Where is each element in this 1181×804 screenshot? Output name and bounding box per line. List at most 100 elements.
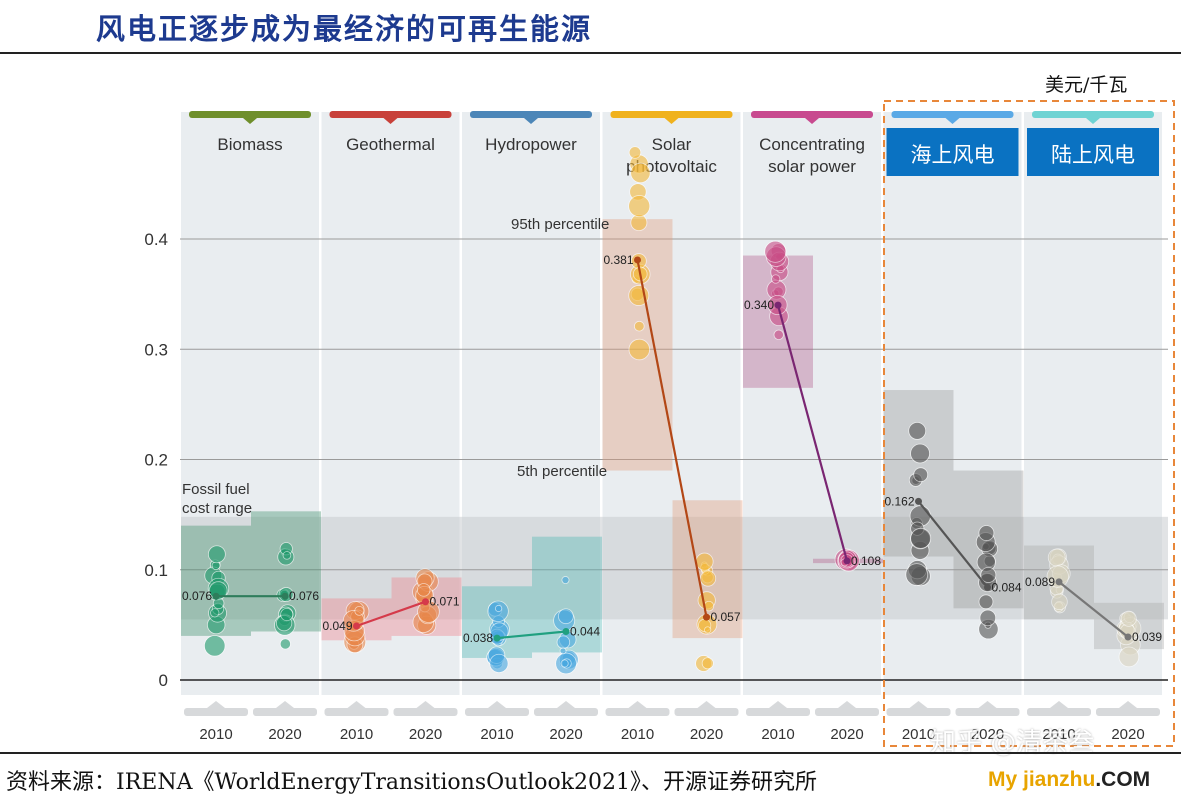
annotation-fossil-fuel: Fossil fuel bbox=[182, 481, 250, 498]
data-bubble bbox=[210, 608, 220, 618]
data-bubble bbox=[978, 594, 994, 610]
weighted-average-point bbox=[1055, 578, 1063, 586]
data-bubble bbox=[561, 576, 570, 585]
weighted-average-line bbox=[917, 500, 989, 589]
x-year-label: 2020 bbox=[830, 726, 863, 743]
x-marker-pointer bbox=[909, 701, 928, 708]
x-marker-pointer bbox=[557, 701, 575, 708]
annotation-95th-percentile: 95th percentile bbox=[511, 216, 609, 233]
category-header-bar bbox=[610, 111, 733, 118]
data-bubble bbox=[560, 659, 569, 668]
data-bubble bbox=[979, 609, 997, 627]
weighted-average-point bbox=[493, 634, 501, 642]
data-bubble bbox=[1051, 593, 1068, 611]
data-bubble bbox=[1047, 548, 1066, 567]
x-marker-pointer bbox=[1119, 701, 1137, 708]
data-bubble bbox=[556, 635, 571, 649]
data-bubble bbox=[630, 162, 651, 184]
watermark-site: My jianzhu.COM bbox=[988, 768, 1150, 792]
value-label: 0.076 bbox=[289, 589, 319, 603]
data-bubble bbox=[764, 240, 787, 263]
x-marker-bar bbox=[955, 708, 1020, 716]
unit-label: 美元/千瓦 bbox=[1045, 74, 1128, 96]
value-label: 0.039 bbox=[1132, 630, 1162, 644]
annotation-5th-percentile: 5th percentile bbox=[517, 463, 607, 480]
x-year-label: 2010 bbox=[621, 726, 654, 743]
value-label: 0.340 bbox=[744, 298, 774, 312]
y-tick-label: 0.1 bbox=[144, 561, 168, 580]
weighted-average-line bbox=[776, 304, 849, 562]
category-label: Biomass bbox=[217, 135, 282, 154]
value-label: 0.038 bbox=[463, 631, 493, 645]
value-label: 0.049 bbox=[322, 619, 352, 633]
x-year-label: 2020 bbox=[971, 726, 1004, 743]
category-header-bar bbox=[891, 111, 1014, 118]
category-label: 陆上风电 bbox=[1051, 143, 1135, 167]
data-bubble bbox=[773, 329, 784, 340]
x-marker-bar bbox=[605, 708, 670, 716]
watermark-site-part-2: .COM bbox=[1095, 768, 1151, 791]
weighted-average-line bbox=[356, 600, 426, 628]
x-marker-pointer bbox=[697, 701, 716, 708]
fossil-fuel-range-band bbox=[181, 516, 1168, 620]
x-marker-pointer bbox=[347, 701, 366, 708]
value-label: 0.108 bbox=[851, 554, 881, 568]
x-year-label: 2020 bbox=[549, 726, 582, 743]
data-bubble bbox=[980, 566, 997, 583]
x-marker-pointer bbox=[769, 701, 787, 708]
data-bubble bbox=[699, 570, 717, 587]
value-label: 0.071 bbox=[430, 595, 460, 609]
x-marker-pointer bbox=[207, 701, 225, 708]
x-marker-pointer bbox=[276, 701, 294, 708]
x-marker-bar bbox=[534, 708, 598, 716]
data-bubble bbox=[771, 274, 781, 284]
data-bubble bbox=[701, 657, 714, 670]
page-title: 风电正逐步成为最经济的可再生能源 bbox=[96, 12, 593, 46]
category-header-bar bbox=[1032, 111, 1154, 118]
watermark-site-part-1: My jianzhu bbox=[988, 768, 1096, 791]
x-year-label: 2020 bbox=[690, 726, 723, 743]
top-divider bbox=[0, 52, 1181, 54]
x-marker-pointer bbox=[978, 701, 997, 708]
data-bubble bbox=[704, 626, 712, 634]
category-label-box bbox=[1027, 128, 1159, 176]
category-header-pointer bbox=[524, 118, 538, 124]
x-marker-bar bbox=[1027, 708, 1091, 716]
category-header-bar bbox=[189, 111, 311, 118]
bottom-divider bbox=[0, 752, 1181, 754]
value-label: 0.057 bbox=[711, 610, 741, 624]
data-bubble bbox=[628, 338, 651, 361]
data-bubble bbox=[978, 525, 995, 541]
x-marker-bar bbox=[324, 708, 389, 716]
category-header-pointer bbox=[383, 118, 398, 124]
weighted-average-point bbox=[774, 301, 782, 309]
value-label: 0.089 bbox=[1025, 575, 1055, 589]
category-header-pointer bbox=[243, 118, 257, 124]
y-tick-label: 0.3 bbox=[144, 340, 168, 359]
data-bubble bbox=[558, 608, 574, 625]
weighted-average-point bbox=[281, 592, 289, 600]
data-bubble bbox=[282, 551, 292, 560]
weighted-average-point bbox=[422, 598, 429, 606]
x-year-label: 2020 bbox=[268, 726, 301, 743]
weighted-average-line bbox=[1058, 581, 1129, 638]
category-header-bar bbox=[751, 111, 873, 118]
weighted-average-line bbox=[496, 630, 567, 640]
x-year-label: 2010 bbox=[1042, 726, 1075, 743]
x-marker-bar bbox=[815, 708, 879, 716]
x-year-label: 2010 bbox=[199, 726, 232, 743]
category-header-pointer bbox=[664, 118, 679, 124]
x-year-label: 2010 bbox=[340, 726, 373, 743]
data-bubble bbox=[494, 604, 503, 613]
weighted-average-point bbox=[562, 627, 570, 635]
data-bubble bbox=[905, 563, 929, 586]
x-marker-pointer bbox=[628, 701, 647, 708]
category-header-pointer bbox=[1086, 118, 1100, 124]
category-header-pointer bbox=[805, 118, 819, 124]
weighted-average-point bbox=[703, 613, 710, 621]
data-bubble bbox=[908, 421, 927, 440]
data-bubble bbox=[207, 545, 226, 564]
weighted-average-point bbox=[634, 256, 641, 264]
data-bubble bbox=[913, 467, 929, 483]
value-label: 0.162 bbox=[884, 494, 914, 508]
